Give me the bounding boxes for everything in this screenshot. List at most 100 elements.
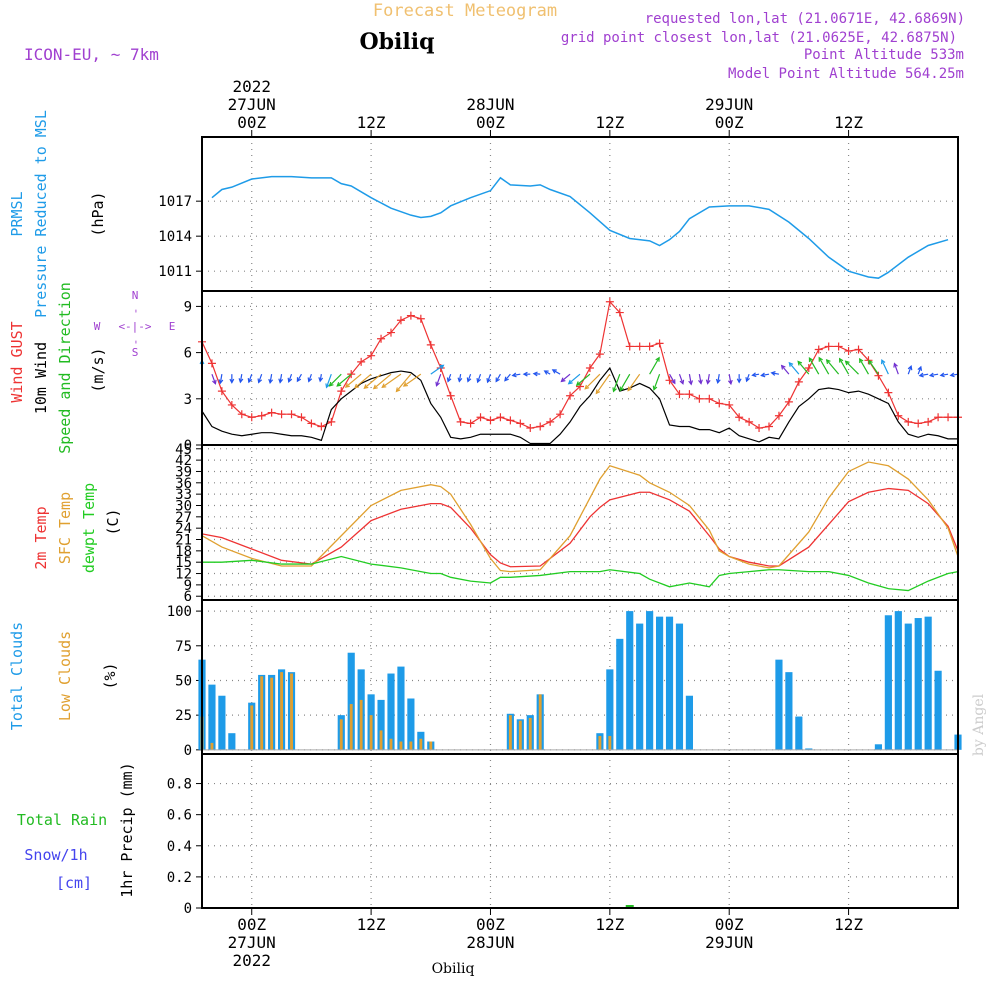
- wind-arrow-head: [325, 383, 330, 389]
- gust-marker: [585, 364, 594, 372]
- wind-arrow-head: [560, 377, 566, 383]
- panel-precip: 0 0.2 0.4 0.6 0.8: [167, 753, 959, 917]
- gust-marker: [784, 397, 793, 406]
- low-cloud-bar: [528, 717, 532, 750]
- wind-arrow: [381, 373, 402, 388]
- gust-marker: [476, 413, 485, 422]
- wind-arrow-head: [584, 384, 590, 390]
- ytick-label-temp: 36: [175, 476, 192, 492]
- gust-marker: [665, 376, 674, 385]
- gust-marker: [406, 311, 415, 320]
- compass-n: N: [132, 289, 139, 302]
- wind-arrow: [396, 373, 412, 392]
- wind-arrow: [329, 373, 342, 387]
- wind-arrow: [403, 373, 422, 387]
- gust-marker: [456, 417, 465, 426]
- footer-location: Obiliq: [432, 961, 475, 977]
- wind-arrow: [552, 369, 561, 375]
- total-cloud-bar: [874, 744, 883, 750]
- time-label-bottom: 00Z: [715, 915, 744, 934]
- panel-frame-temp: [201, 444, 959, 601]
- ytick-label-precip: 0.8: [167, 777, 192, 793]
- time-label-top: 27JUN: [228, 95, 276, 114]
- wind-arrow-head: [627, 386, 633, 392]
- wind-arrow: [698, 374, 702, 384]
- total-cloud-bar: [407, 698, 415, 750]
- wind-arrow: [584, 373, 601, 390]
- wind-arrow-head: [218, 379, 224, 385]
- wind-line: [201, 366, 958, 445]
- ytick-label-temp: 18: [175, 544, 192, 560]
- gust-marker: [396, 316, 405, 325]
- wind-arrow-head: [551, 369, 557, 374]
- wind-arrow: [308, 373, 312, 382]
- wind-arrow: [239, 374, 243, 383]
- wind-arrow-head: [532, 371, 538, 377]
- side-labels: PRMSL Pressure Reduced to MSL (hPa) Wind GU…: [8, 110, 136, 898]
- compass-ns-down: -: [130, 339, 143, 346]
- low-cloud-bar: [429, 741, 433, 750]
- total-cloud-bar: [665, 616, 674, 750]
- wind-arrow-head: [745, 377, 750, 383]
- wind-arrow-head: [381, 383, 387, 388]
- compass-s: S: [132, 346, 139, 359]
- low-cloud-bar: [409, 741, 413, 750]
- wind-arrow-head: [268, 378, 274, 385]
- wind-arrow-head: [575, 381, 581, 387]
- panels: 1011101410170369691215182124273033363942…: [8, 110, 962, 917]
- wind-arrow: [219, 374, 223, 384]
- gust-marker: [496, 413, 505, 422]
- ytick-label-temp: 24: [175, 521, 192, 537]
- ytick-label-temp: 15: [175, 555, 192, 571]
- gust-marker: [884, 388, 893, 397]
- wind-arrow-head: [372, 384, 378, 390]
- wind-arrow: [649, 357, 660, 375]
- gust-marker: [387, 328, 395, 337]
- panel-frame-precip: [201, 753, 959, 909]
- wind-arrow: [619, 373, 631, 391]
- low-cloud-bar: [598, 735, 602, 750]
- gust-marker: [446, 391, 455, 400]
- wind-arrow-head: [354, 383, 360, 389]
- total-cloud-bar: [924, 616, 932, 750]
- wind-arrow-head: [949, 372, 955, 378]
- wind-arrow-head: [818, 356, 823, 362]
- total-cloud-bar: [655, 616, 664, 750]
- wind-arrow-head: [825, 358, 831, 364]
- pressure-desc-label: Pressure Reduced to MSL: [32, 110, 50, 318]
- total-cloud-bar: [884, 615, 892, 750]
- wind-arrow-head: [928, 372, 935, 378]
- time-label-top: 12Z: [595, 113, 624, 132]
- sfctemp-line: [201, 461, 959, 573]
- wind-arrow-head: [495, 377, 500, 383]
- gust-marker: [725, 400, 734, 409]
- total-cloud-bar: [626, 611, 634, 750]
- gust-marker: [367, 351, 376, 360]
- ytick-label-temp: 42: [175, 453, 192, 469]
- wind-arrow-head: [859, 357, 864, 363]
- ytick-label-temp: 21: [175, 533, 192, 549]
- time-label-bottom: 12Z: [834, 915, 863, 934]
- wind-arrow-head: [868, 359, 873, 365]
- wind-arrow-head: [736, 378, 742, 384]
- wind-arrow-head: [328, 381, 334, 387]
- ytick-label-temp: 9: [184, 578, 192, 594]
- gust-marker: [327, 417, 336, 426]
- gust-label: Wind GUST: [8, 321, 26, 402]
- low-cloud-bar: [290, 673, 293, 750]
- wind-arrow: [561, 373, 571, 382]
- ytick-label-temp: 27: [175, 510, 192, 526]
- wind-arrow: [845, 360, 859, 375]
- ytick-label-precip: 0: [184, 901, 192, 917]
- wind-arrow: [430, 364, 444, 375]
- wind-arrow-head: [296, 377, 302, 383]
- wind-arrow-head: [318, 377, 324, 383]
- wind-arrow: [808, 357, 820, 375]
- gust-marker: [844, 347, 853, 356]
- wind-arrow: [595, 373, 611, 394]
- wind-arrow-head: [543, 370, 549, 375]
- requested-coords: requested lon,lat (21.0671E, 42.6869N): [645, 11, 965, 27]
- compass-e: E: [169, 320, 176, 333]
- wind-arrow: [818, 357, 830, 375]
- gust-marker: [944, 413, 953, 422]
